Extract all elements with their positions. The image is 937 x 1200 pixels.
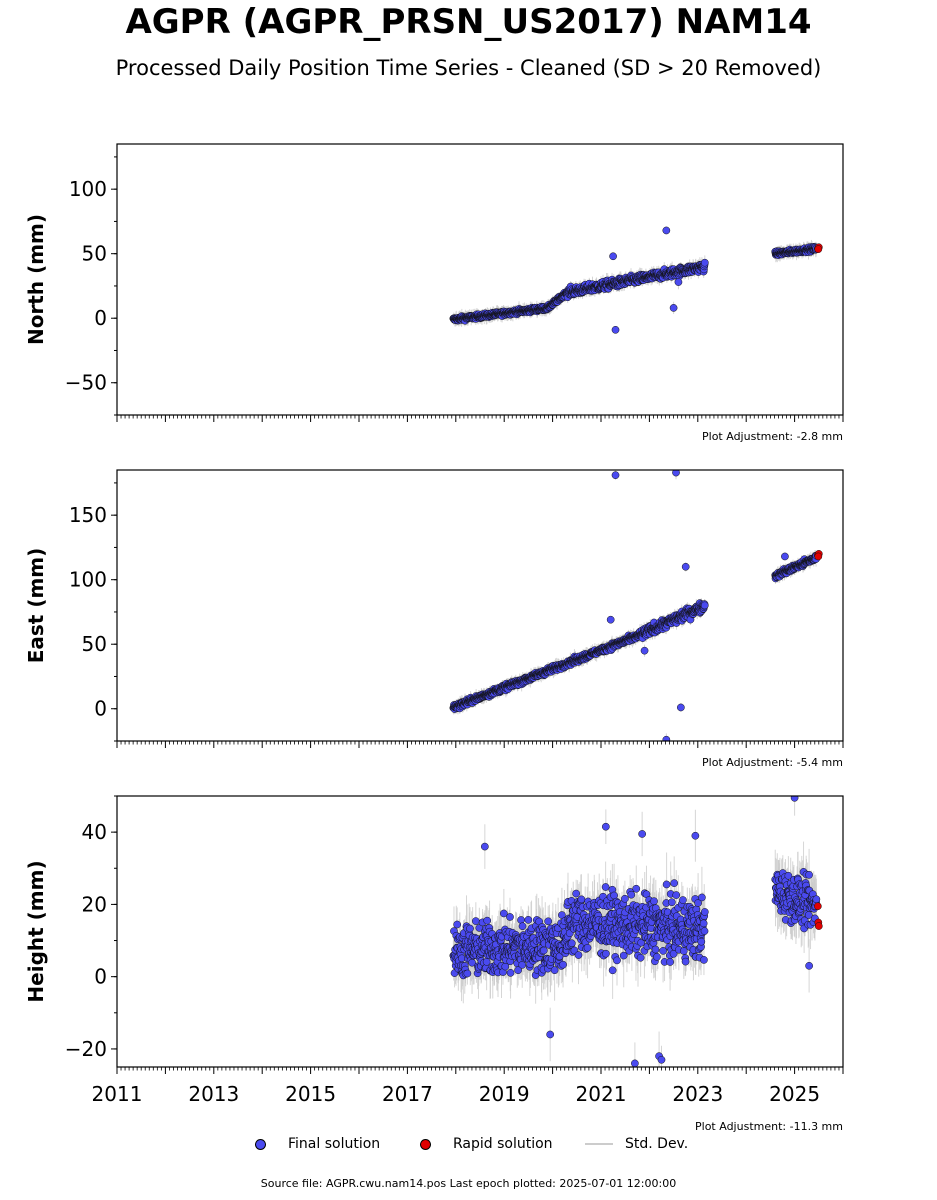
rapid-solution-point (814, 245, 823, 254)
final-solution-point (700, 601, 709, 610)
final-solution-point (611, 325, 620, 334)
y-tick-label: 100 (69, 177, 107, 201)
final-solution-point (674, 278, 683, 286)
final-solution-point (672, 470, 680, 477)
chart-title: AGPR (AGPR_PRSN_US2017) NAM14 (125, 2, 812, 42)
final-solution-point (611, 471, 620, 480)
y-tick-label: −50 (65, 371, 107, 395)
final-solution-point (662, 226, 671, 235)
final-solution-point (781, 552, 789, 561)
plot-area-east (449, 470, 823, 741)
plot-adjustment-note: Plot Adjustment: -2.8 mm (702, 430, 843, 443)
rapid-solution-point (814, 552, 823, 561)
panel-east: 0 50 100 150 East (mm) Plot Adjustment: -5.4 … (24, 469, 844, 769)
axes-frame (116, 143, 844, 416)
final-solution-point (700, 258, 709, 267)
y-tick-label: 150 (69, 503, 107, 527)
plot-adjustment-note: Plot Adjustment: -5.4 mm (702, 756, 843, 769)
y-tick-label: 0 (94, 306, 107, 330)
final-solution-point (609, 252, 617, 261)
final-solution-point (669, 304, 678, 312)
final-solution-point (640, 646, 649, 655)
plot-area-height (449, 796, 823, 1067)
panel-north: −50 0 50 100 North (mm) Plot Adjustment: -2.8… (24, 143, 844, 443)
y-tick-label: 50 (82, 632, 107, 656)
stddev-bars (452, 470, 817, 741)
final-solution-point (681, 562, 690, 571)
y-tick-label: 100 (69, 568, 107, 592)
final-solution-point (662, 735, 671, 741)
y-axis-label: East (mm) (24, 548, 48, 664)
y-tick-label: 50 (82, 242, 107, 266)
final-solution-point (677, 703, 685, 712)
final-points (449, 226, 821, 334)
chart-subtitle: Processed Daily Position Time Series - C… (115, 56, 822, 80)
final-solution-point (606, 615, 615, 624)
final-points (449, 470, 821, 741)
plot-area-north (449, 226, 823, 334)
y-tick-label: 0 (94, 697, 107, 721)
y-axis-label: North (mm) (24, 214, 48, 345)
